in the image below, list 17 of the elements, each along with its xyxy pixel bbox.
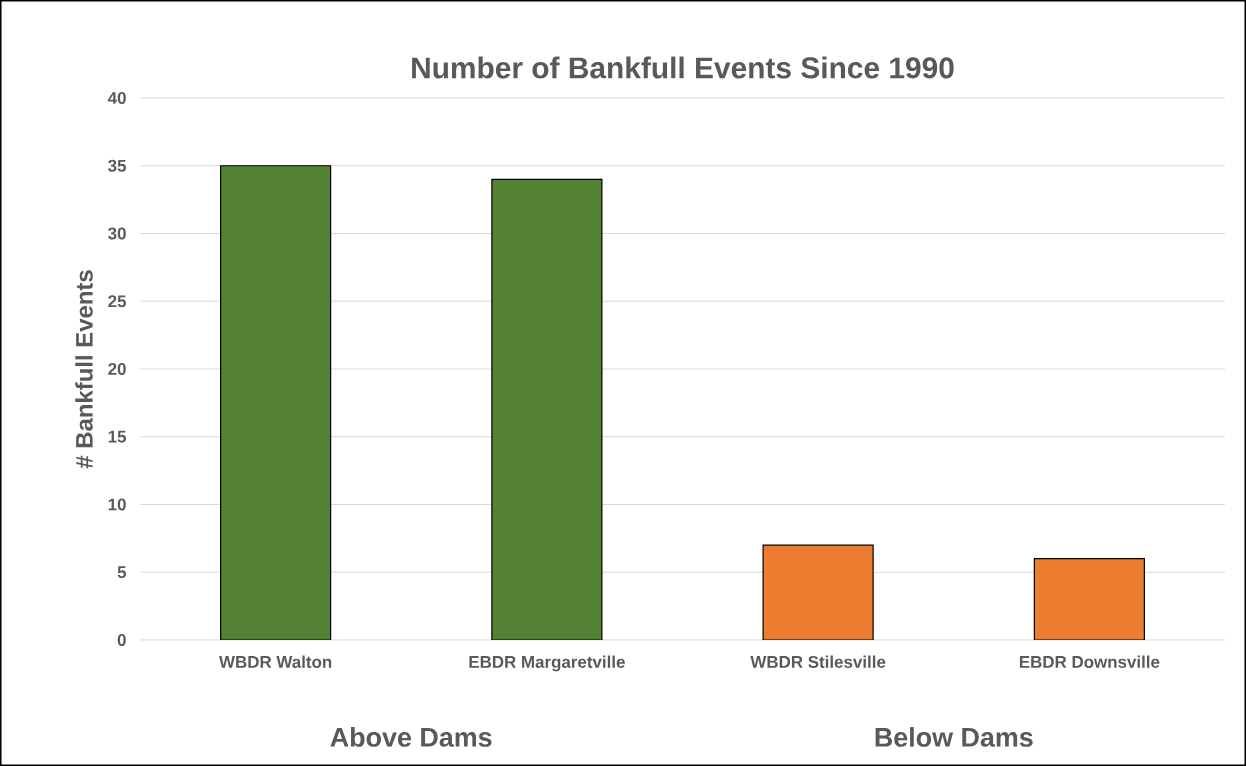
x-tick-label: WBDR Stilesville — [750, 655, 886, 668]
y-tick-label: 10 — [108, 498, 126, 511]
x-tick-label: WBDR Walton — [219, 655, 332, 668]
y-tick-label: 25 — [108, 295, 127, 308]
text: Below Dams — [875, 727, 1033, 747]
y-tick-label: 35 — [108, 159, 127, 172]
x-tick-label: EBDR Downsville — [1019, 655, 1160, 668]
y-tick-label: 30 — [108, 227, 126, 240]
y-tick-label: 15 — [108, 430, 127, 443]
chart-title: Number of Bankfull Events Since 1990 — [412, 56, 954, 79]
x-tick-label: EBDR Margaretville — [469, 655, 625, 672]
y-tick-label: 40 — [107, 91, 126, 104]
y-tick-label: 0 — [117, 633, 126, 646]
text: Above Dams — [330, 727, 492, 747]
y-tick-label: 5 — [117, 566, 127, 579]
y-axis-title: # Bankfull Events — [75, 270, 93, 469]
y-tick-label: 20 — [108, 362, 126, 375]
